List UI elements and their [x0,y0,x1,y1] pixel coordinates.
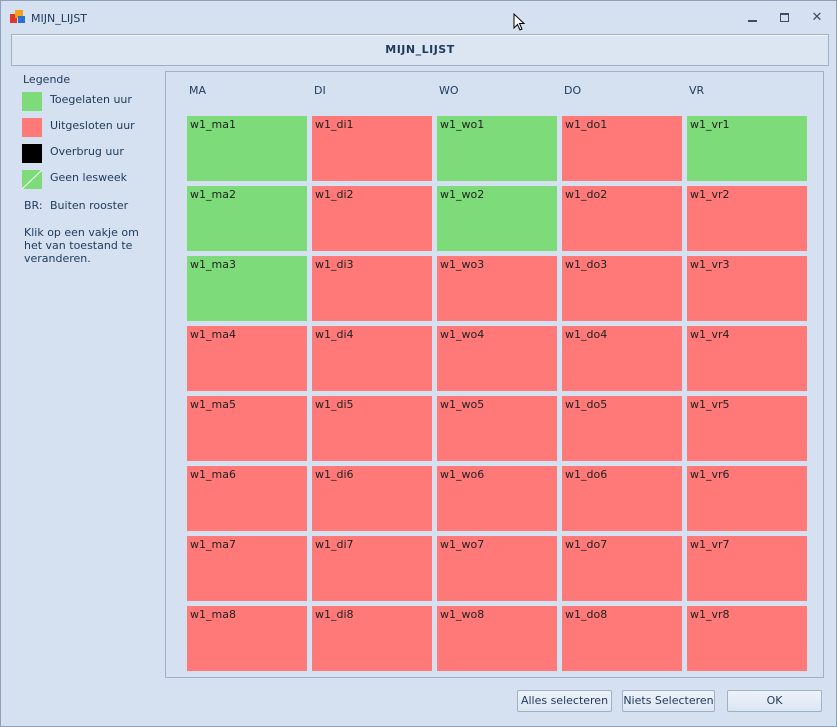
schedule-cell[interactable]: w1_ma1 [187,116,307,181]
legend-swatch-no-lesson-week [22,170,42,189]
header-bar: MIJN_LIJST [11,34,829,66]
close-icon[interactable]: ✕ [811,10,823,25]
legend-title: Legende [23,73,71,86]
schedule-cell[interactable]: w1_ma3 [187,256,307,321]
legend-swatch-allowed [22,92,42,111]
schedule-cell[interactable]: w1_wo6 [437,466,557,531]
schedule-cell[interactable]: w1_ma4 [187,326,307,391]
schedule-cell[interactable]: w1_di5 [312,396,432,461]
minimize-icon[interactable] [741,9,765,27]
day-header-di: DI [314,84,326,97]
schedule-cell[interactable]: w1_ma2 [187,186,307,251]
schedule-cell[interactable]: w1_di7 [312,536,432,601]
schedule-cell[interactable]: w1_do6 [562,466,682,531]
schedule-cell[interactable]: w1_do4 [562,326,682,391]
schedule-cell[interactable]: w1_wo4 [437,326,557,391]
schedule-cell[interactable]: w1_wo8 [437,606,557,671]
schedule-cell[interactable]: w1_di1 [312,116,432,181]
ok-button[interactable]: OK [727,690,822,712]
schedule-cell[interactable]: w1_vr8 [687,606,807,671]
schedule-cell[interactable]: w1_di4 [312,326,432,391]
schedule-cell[interactable]: w1_wo7 [437,536,557,601]
schedule-cell[interactable]: w1_do2 [562,186,682,251]
window-title: MIJN_LIJST [31,12,88,25]
legend-br-code: BR: [24,199,43,212]
schedule-cell[interactable]: w1_di2 [312,186,432,251]
legend-note: Klik op een vakje om het van toestand te… [24,226,139,265]
schedule-cell[interactable]: w1_wo2 [437,186,557,251]
schedule-cell[interactable]: w1_vr1 [687,116,807,181]
legend-label-excluded: Uitgesloten uur [50,119,135,132]
schedule-cell[interactable]: w1_do5 [562,396,682,461]
schedule-cell[interactable]: w1_di8 [312,606,432,671]
schedule-cell[interactable]: w1_do3 [562,256,682,321]
day-header-vr: VR [689,84,705,97]
schedule-cell[interactable]: w1_wo3 [437,256,557,321]
schedule-cell[interactable]: w1_vr7 [687,536,807,601]
schedule-cell[interactable]: w1_di6 [312,466,432,531]
mouse-cursor-icon [513,13,525,31]
legend-swatch-excluded [22,118,42,137]
legend-swatch-bridge [22,144,42,163]
schedule-cell[interactable]: w1_ma6 [187,466,307,531]
schedule-cell[interactable]: w1_wo1 [437,116,557,181]
schedule-cell[interactable]: w1_vr5 [687,396,807,461]
schedule-cell[interactable]: w1_ma7 [187,536,307,601]
schedule-cell[interactable]: w1_vr2 [687,186,807,251]
schedule-cell[interactable]: w1_ma5 [187,396,307,461]
schedule-cell[interactable]: w1_vr4 [687,326,807,391]
day-header-wo: WO [439,84,459,97]
schedule-cell[interactable]: w1_vr3 [687,256,807,321]
day-header-do: DO [564,84,582,97]
schedule-cell[interactable]: w1_wo5 [437,396,557,461]
schedule-cell[interactable]: w1_vr6 [687,466,807,531]
header-title: MIJN_LIJST [385,43,455,56]
select-none-button[interactable]: Niets Selecteren [622,690,715,712]
app-icon [10,10,26,24]
legend-label-bridge: Overbrug uur [50,145,124,158]
schedule-cell[interactable]: w1_di3 [312,256,432,321]
legend-label-allowed: Toegelaten uur [50,93,132,106]
schedule-cell[interactable]: w1_do7 [562,536,682,601]
day-header-ma: MA [189,84,207,97]
title-bar[interactable]: MIJN_LIJST ✕ [1,1,836,31]
maximize-icon[interactable] [773,9,797,27]
select-all-button[interactable]: Alles selecteren [517,690,612,712]
schedule-cell[interactable]: w1_ma8 [187,606,307,671]
schedule-cell[interactable]: w1_do8 [562,606,682,671]
legend-label-no-lesson-week: Geen lesweek [50,171,127,184]
legend-br-label: Buiten rooster [50,199,129,212]
schedule-cell[interactable]: w1_do1 [562,116,682,181]
